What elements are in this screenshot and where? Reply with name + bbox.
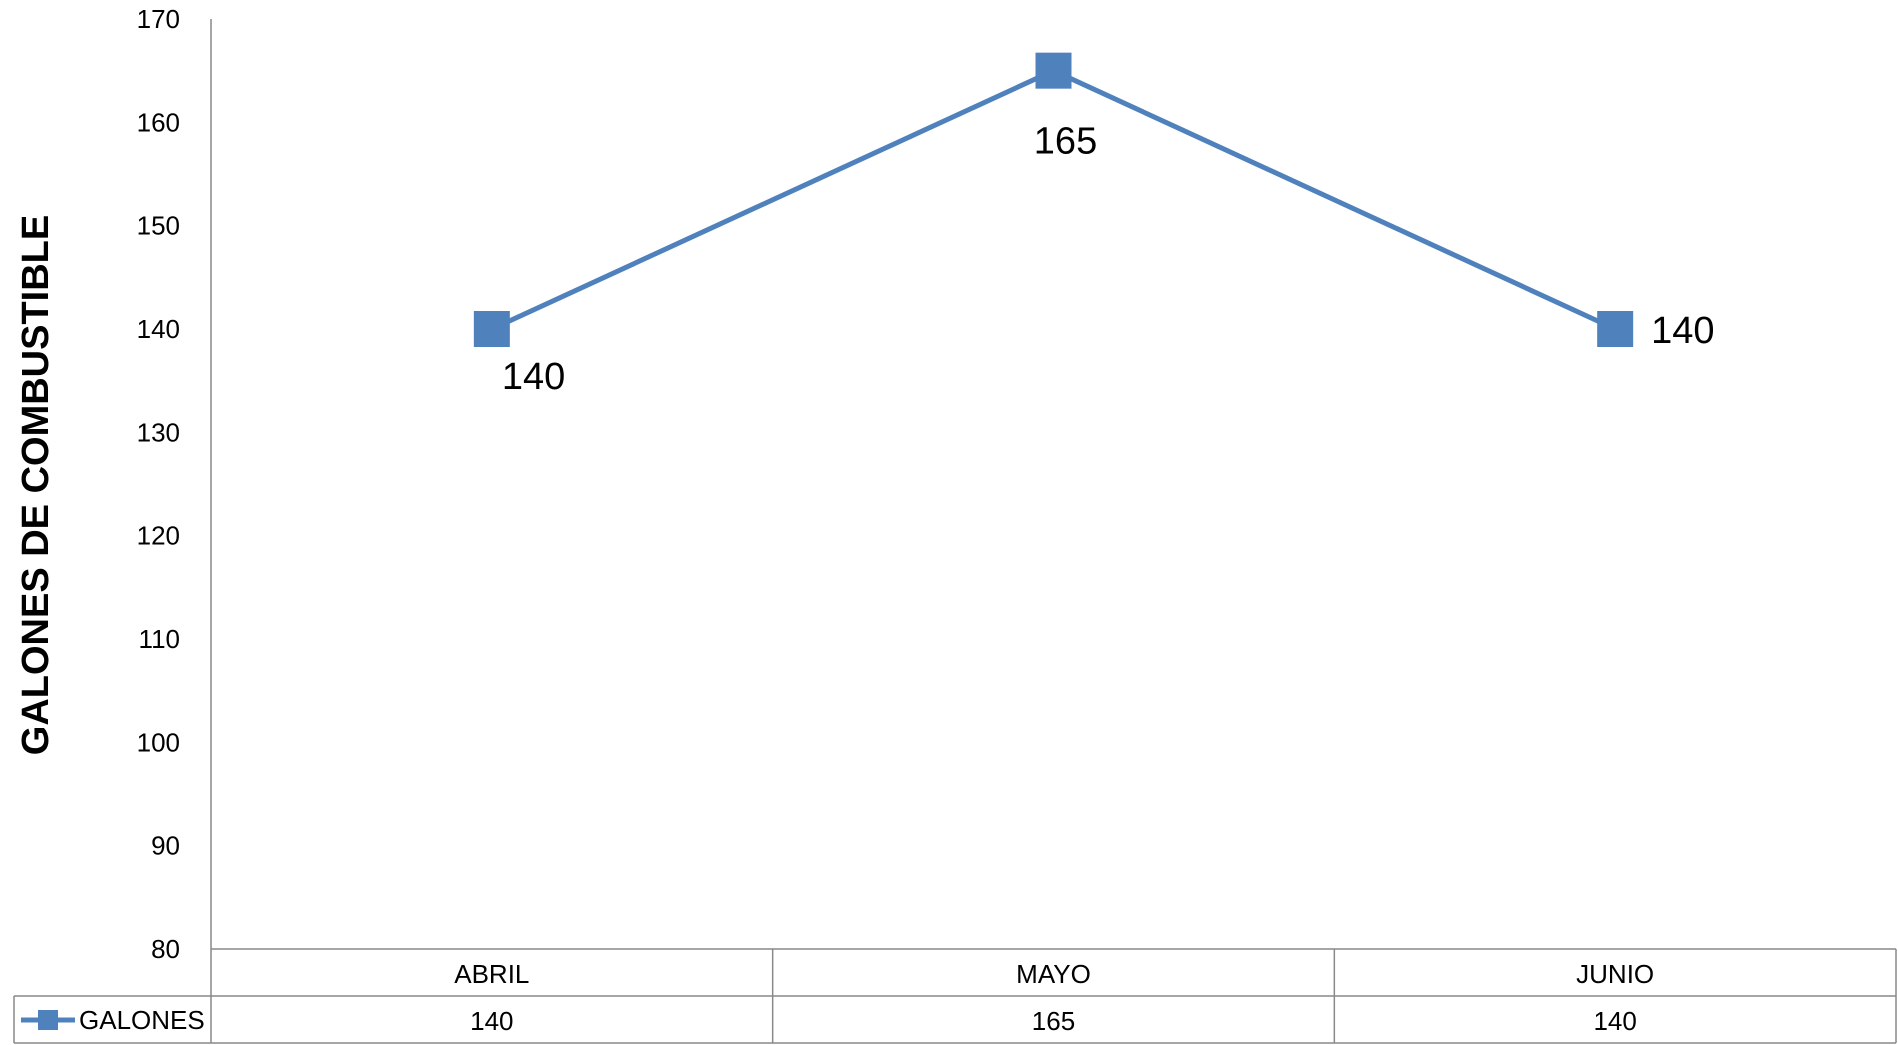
- data-labels: 140 165 140: [502, 121, 1715, 398]
- data-point-marker: [473, 311, 510, 347]
- series-line: [490, 68, 1617, 332]
- data-label: 140: [502, 356, 565, 398]
- x-category-label: ABRIL: [454, 959, 529, 989]
- data-table: ABRIL 140 MAYO 165 JUNIO 140 GALONES: [13, 948, 1897, 1044]
- data-point-marker: [1035, 52, 1072, 89]
- y-tick-label: 80: [151, 934, 180, 964]
- y-tick-label: 170: [137, 4, 180, 34]
- y-tick-label: 130: [137, 417, 180, 447]
- y-tick-label: 150: [137, 211, 180, 241]
- y-tick-label: 110: [139, 624, 180, 654]
- x-category-label: JUNIO: [1576, 959, 1654, 989]
- y-tick-label: 100: [137, 727, 180, 757]
- table-value-cell: 140: [470, 1006, 513, 1036]
- y-tick-label: 140: [137, 314, 180, 344]
- data-label: 140: [1651, 310, 1714, 352]
- legend-label: GALONES: [79, 1005, 205, 1035]
- y-tick-label: 120: [137, 521, 180, 551]
- y-axis-label: GALONES DE COMBUSTIBLE: [15, 215, 57, 755]
- data-label: 165: [1034, 121, 1097, 163]
- data-point-marker: [1597, 311, 1634, 347]
- table-value-cell: 165: [1032, 1006, 1075, 1036]
- legend-marker: [38, 1010, 58, 1030]
- series-galones: [473, 52, 1634, 347]
- y-tick-label: 160: [137, 107, 180, 137]
- table-value-cell: 140: [1593, 1006, 1636, 1036]
- y-axis: 80 90 100 110 120 130 140 150 160 170: [137, 4, 212, 1043]
- x-category-label: MAYO: [1016, 959, 1091, 989]
- y-tick-label: 90: [151, 831, 180, 861]
